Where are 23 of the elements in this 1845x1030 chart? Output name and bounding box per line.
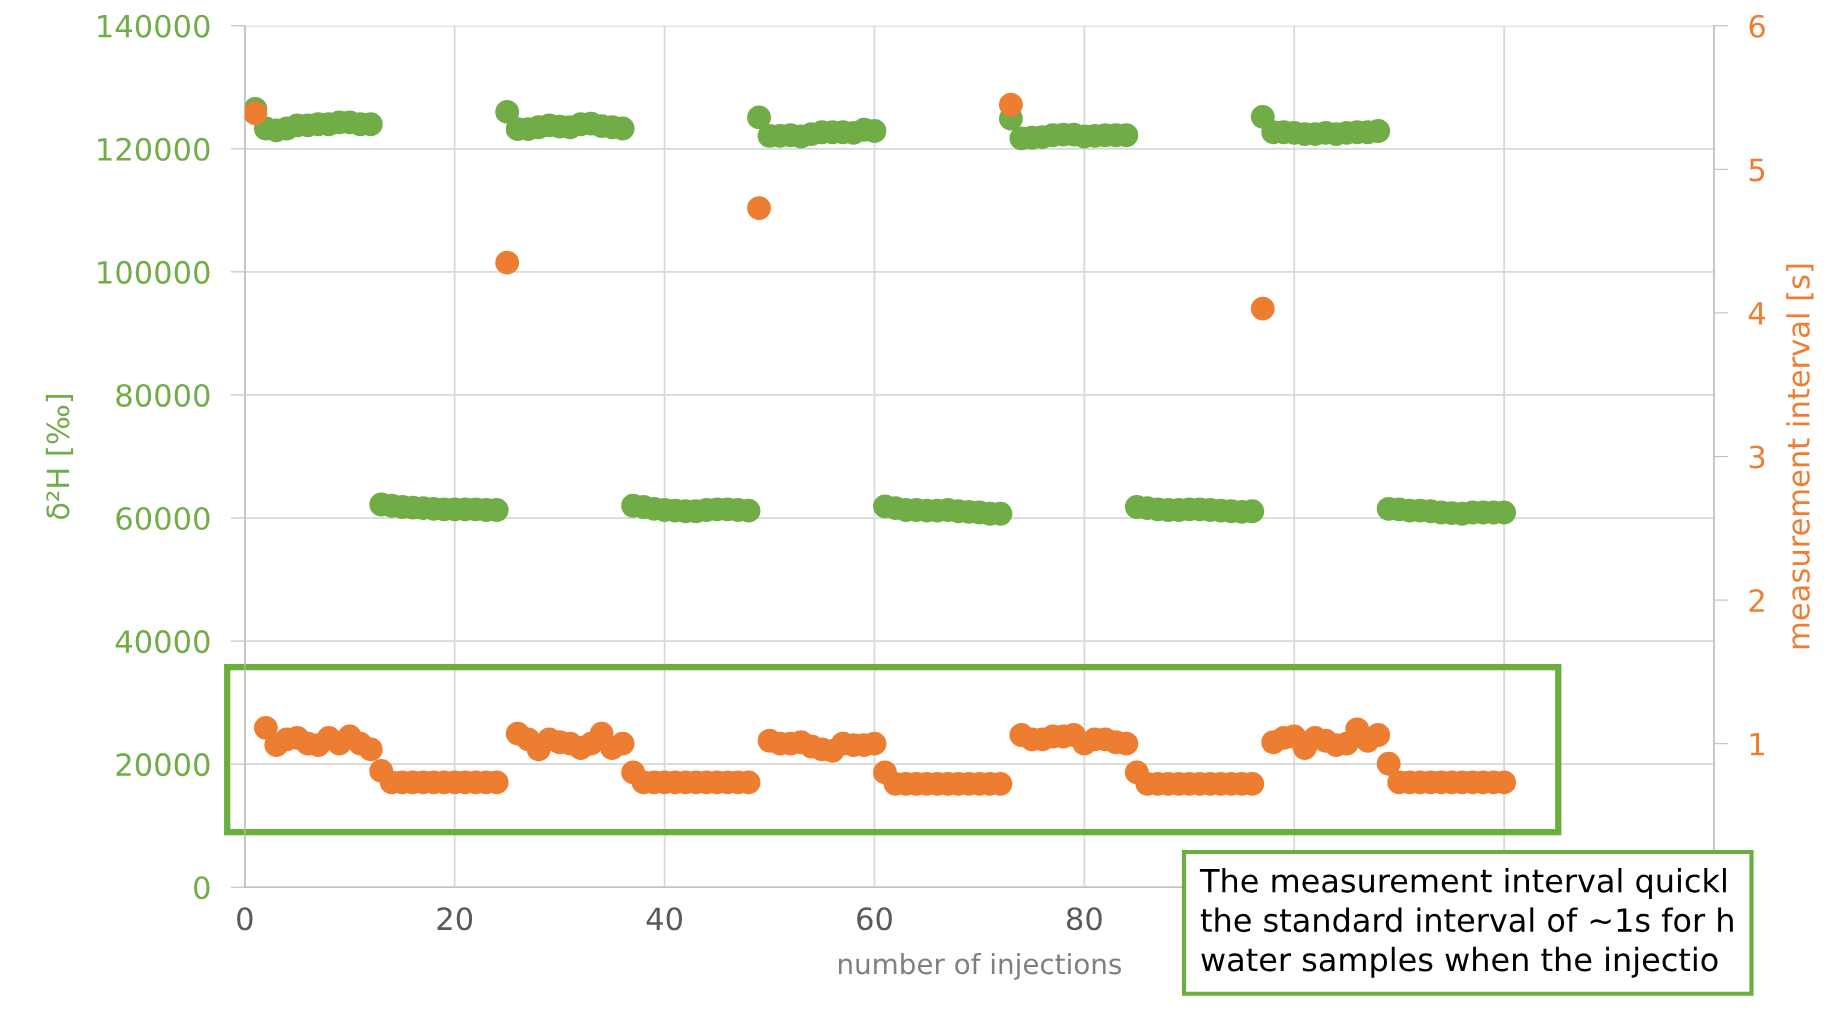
y2-tick-label: 6	[1749, 14, 1765, 38]
x-tick-label: 80	[1066, 907, 1102, 931]
y2-tick-label: 2	[1749, 589, 1764, 612]
annotation: The measurement interval quickl the standard interval of ~1s for h water samples when the injectio	[1199, 868, 1733, 978]
x-axis-title: number of injections	[838, 952, 1122, 980]
y-axis-title: δ²H [‰]	[45, 394, 74, 520]
x-tick-label: 60	[857, 907, 892, 931]
y-tick-label: 60000	[116, 506, 210, 531]
y-tick-label: 120000	[98, 137, 210, 161]
x-tick-label: 40	[646, 907, 683, 931]
x-tick-label: 20	[437, 907, 473, 931]
y2-tick-label: 4	[1748, 302, 1766, 325]
y2-tick-label: 1	[1750, 732, 1764, 756]
y-tick-label: 40000	[115, 630, 210, 654]
y-tick-label: 100000	[98, 260, 210, 284]
y-tick-label: 80000	[116, 383, 210, 407]
y2-axis-title: measurement interval [s]	[1786, 264, 1814, 649]
y2-tick-label: 3	[1749, 445, 1765, 469]
x-tick-label: 0	[237, 907, 253, 931]
y-tick-label: 0	[194, 876, 210, 900]
y2-tick-label: 5	[1749, 158, 1765, 182]
y-tick-label: 140000	[98, 14, 210, 38]
y-tick-label: 20000	[116, 753, 210, 777]
